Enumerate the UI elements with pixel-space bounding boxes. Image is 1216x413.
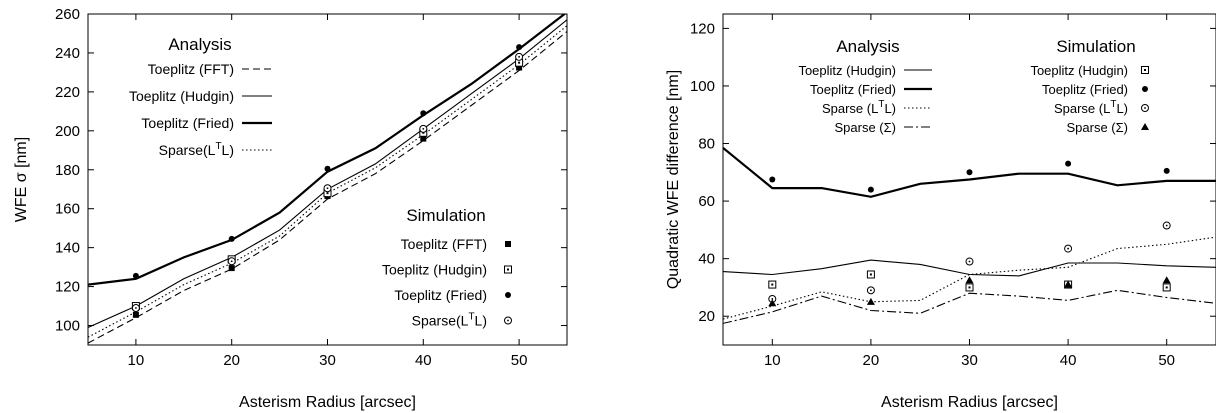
sim-point-toeplitz-fft — [132, 311, 139, 318]
simulation-legend-label-toeplitz-fried: Toeplitz (Fried) — [1042, 82, 1128, 97]
y-tick-label: 100 — [690, 78, 715, 95]
analysis-legend-label-toeplitz-fft: Toeplitz (FFT) — [148, 61, 234, 77]
sim-point-toeplitz-fried — [228, 235, 235, 242]
left-chart: 10 20 30 40 50 100 120 140 160 180 200 220 240 260 Ast… — [13, 6, 568, 411]
analysis-line-toeplitz-fried — [723, 146, 1216, 198]
analysis-line-sparse-l-tl — [723, 236, 1216, 320]
sim-point-toeplitz-fried — [420, 110, 427, 117]
sim-point-sparse — [1162, 276, 1171, 284]
sim-point-sparse-l-tl — [866, 286, 875, 295]
x-tick-label: 20 — [223, 352, 240, 369]
x-tick-label: 40 — [1060, 352, 1077, 369]
sim-point-toeplitz-fried — [1163, 167, 1170, 174]
sim-point-sparse-l-tl — [1162, 221, 1171, 230]
analysis-line-toeplitz-hudgin — [723, 259, 1216, 277]
x-tick-label: 10 — [128, 352, 145, 369]
x-axis-label: Asterism Radius [arcsec] — [239, 394, 416, 411]
analysis-legend-label-toeplitz-hudgin: Toeplitz (Hudgin) — [129, 88, 234, 104]
sim-point-sparse — [768, 299, 777, 307]
simulation-legend-marker-toeplitz-hudgin — [504, 265, 512, 274]
plot-area — [88, 14, 567, 344]
simulation-legend-label-toeplitz-hudgin: Toeplitz (Hudgin) — [382, 262, 487, 278]
simulation-legend-label-sparse-l-tl: Sparse(LTL) — [412, 312, 487, 329]
simulation-legend-label-toeplitz-fried: Toeplitz (Fried) — [394, 287, 487, 303]
y-tick-label: 120 — [55, 279, 80, 296]
sim-point-toeplitz-fried — [516, 44, 523, 51]
y-tick-label: 260 — [55, 6, 80, 23]
simulation-legend-label-sparse: Sparse (Σ) — [1067, 120, 1129, 135]
simulation-legend-title: Simulation — [406, 206, 485, 225]
y-tick-label: 200 — [55, 123, 80, 140]
simulation-legend-marker-sparse — [1141, 123, 1149, 130]
sim-point-sparse-l-tl — [131, 304, 140, 313]
y-axis-label: Quadratic WFE difference [nm] — [665, 70, 682, 289]
sim-point-toeplitz-fried — [1065, 160, 1072, 167]
simulation-legend-label-toeplitz-fft: Toeplitz (FFT) — [401, 236, 487, 252]
x-tick-label: 30 — [319, 352, 336, 369]
y-tick-label: 240 — [55, 45, 80, 62]
analysis-legend-label-sparse-l-tl: Sparse(LTL) — [159, 141, 234, 158]
sim-point-sparse-l-tl — [227, 257, 236, 266]
y-tick-label: 80 — [698, 136, 715, 153]
sim-point-toeplitz-fft — [516, 64, 523, 71]
sim-point-toeplitz-hudgin — [965, 283, 974, 292]
sim-point-sparse — [1064, 280, 1073, 288]
simulation-legend-marker-toeplitz-fft — [505, 241, 511, 247]
right-chart: 10 20 30 40 50 20 40 60 80 100 120 Asterism Radius … — [665, 13, 1216, 411]
y-tick-label: 120 — [690, 20, 715, 37]
analysis-legend-label-toeplitz-fried: Toeplitz (Fried) — [810, 82, 896, 97]
y-tick-label: 140 — [55, 240, 80, 257]
sim-point-sparse — [965, 276, 974, 284]
y-tick-label: 20 — [698, 308, 715, 325]
sim-point-sparse-l-tl — [515, 52, 524, 61]
simulation-legend-label-toeplitz-hudgin: Toeplitz (Hudgin) — [1030, 63, 1128, 78]
sim-point-toeplitz-fried — [769, 176, 776, 183]
y-tick-label: 160 — [55, 201, 80, 218]
y-tick-label: 220 — [55, 84, 80, 101]
plot-area — [723, 146, 1216, 324]
x-tick-label: 40 — [415, 352, 432, 369]
simulation-legend-marker-toeplitz-hudgin — [1141, 66, 1149, 74]
simulation-legend-marker-sparse-l-tl — [1141, 104, 1149, 112]
y-tick-label: 180 — [55, 162, 80, 179]
y-tick-label: 100 — [55, 318, 80, 335]
analysis-legend-label-sparse: Sparse (Σ) — [835, 120, 897, 135]
analysis-legend-title: Analysis — [836, 37, 899, 56]
simulation-legend-label-sparse-l-tl: Sparse (LTL) — [1054, 99, 1128, 116]
sim-point-toeplitz-hudgin — [1162, 283, 1171, 292]
sim-point-toeplitz-hudgin — [768, 280, 777, 289]
y-axis-label: WFE σ [nm] — [13, 137, 30, 222]
x-tick-label: 50 — [1158, 352, 1175, 369]
sim-point-toeplitz-fried — [867, 186, 874, 193]
sim-point-toeplitz-fft — [228, 265, 235, 272]
sim-point-toeplitz-fried — [132, 272, 139, 279]
y-tick-label: 60 — [698, 193, 715, 210]
sim-point-sparse — [866, 297, 875, 305]
sim-point-sparse-l-tl — [323, 184, 332, 193]
x-axis-label: Asterism Radius [arcsec] — [881, 394, 1058, 411]
sim-point-toeplitz-fried — [966, 169, 973, 176]
simulation-legend-marker-toeplitz-fried — [505, 292, 511, 298]
sim-point-sparse-l-tl — [1064, 244, 1073, 253]
analysis-legend-label-toeplitz-hudgin: Toeplitz (Hudgin) — [798, 63, 896, 78]
simulation-legend-title: Simulation — [1056, 37, 1135, 56]
sim-point-toeplitz-fft — [420, 135, 427, 142]
x-tick-label: 30 — [961, 352, 978, 369]
x-tick-label: 20 — [863, 352, 880, 369]
x-tick-label: 10 — [764, 352, 781, 369]
sim-point-sparse-l-tl — [965, 257, 974, 266]
analysis-legend-title: Analysis — [168, 35, 231, 54]
sim-point-sparse-l-tl — [419, 124, 428, 133]
y-tick-label: 40 — [698, 251, 715, 268]
sim-point-toeplitz-fried — [324, 165, 331, 172]
x-tick-label: 50 — [511, 352, 528, 369]
analysis-legend-label-toeplitz-fried: Toeplitz (Fried) — [141, 115, 234, 131]
simulation-legend-marker-toeplitz-fried — [1142, 86, 1148, 92]
analysis-legend-label-sparse-l-tl: Sparse (LTL) — [822, 99, 896, 116]
analysis-line-sparse — [723, 289, 1216, 324]
simulation-legend-marker-sparse-l-tl — [504, 316, 512, 325]
sim-point-toeplitz-hudgin — [866, 270, 875, 279]
